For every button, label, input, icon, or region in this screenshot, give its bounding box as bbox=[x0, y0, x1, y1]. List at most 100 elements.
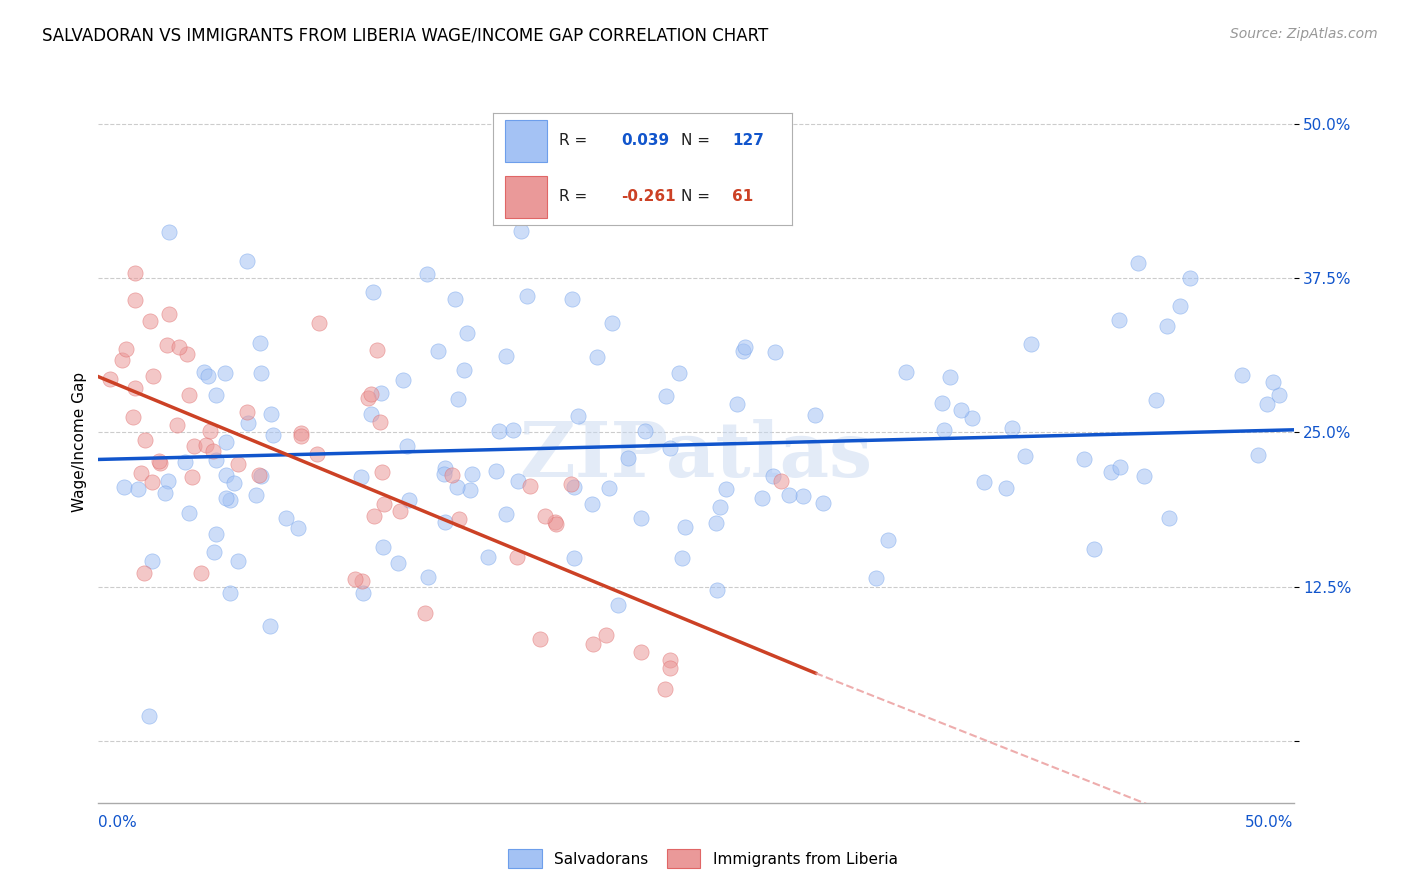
Point bbox=[994, 481, 1017, 495]
Point bbox=[751, 491, 773, 505]
Point bbox=[259, 619, 281, 633]
Point bbox=[228, 554, 250, 568]
Point bbox=[357, 392, 380, 406]
Point bbox=[200, 424, 222, 438]
Point bbox=[180, 470, 202, 484]
Point bbox=[562, 480, 585, 494]
Point bbox=[141, 475, 163, 490]
Point bbox=[370, 386, 392, 401]
Point bbox=[606, 598, 628, 612]
Point bbox=[290, 429, 312, 443]
Point bbox=[179, 506, 201, 520]
Point bbox=[111, 353, 134, 368]
Point bbox=[488, 424, 510, 438]
Point bbox=[427, 344, 450, 359]
Point bbox=[214, 435, 236, 450]
Point bbox=[205, 388, 228, 402]
Point bbox=[100, 371, 122, 385]
Point bbox=[546, 517, 568, 532]
Point bbox=[350, 574, 373, 589]
Point bbox=[600, 316, 623, 330]
Point bbox=[260, 407, 283, 421]
Point bbox=[166, 417, 188, 432]
Point bbox=[714, 482, 737, 496]
Point bbox=[344, 572, 367, 586]
Point bbox=[510, 224, 533, 238]
Point bbox=[204, 545, 226, 559]
Point bbox=[360, 387, 382, 401]
Point bbox=[894, 365, 917, 379]
Point bbox=[447, 512, 470, 526]
Point bbox=[876, 533, 898, 548]
Point bbox=[932, 423, 955, 437]
Point bbox=[1261, 375, 1284, 389]
Point bbox=[931, 396, 953, 410]
Text: Source: ZipAtlas.com: Source: ZipAtlas.com bbox=[1230, 27, 1378, 41]
Point bbox=[218, 586, 240, 600]
Text: 0.0%: 0.0% bbox=[98, 815, 138, 830]
Point bbox=[433, 461, 456, 475]
Point bbox=[132, 566, 155, 580]
Point bbox=[157, 225, 180, 239]
Point bbox=[177, 387, 200, 401]
Point bbox=[461, 467, 484, 482]
Point bbox=[167, 340, 190, 354]
Point bbox=[1157, 511, 1180, 525]
Point bbox=[778, 488, 800, 502]
Point bbox=[477, 549, 499, 564]
Point bbox=[658, 653, 681, 667]
Point bbox=[222, 476, 245, 491]
Point bbox=[202, 443, 225, 458]
Point bbox=[506, 474, 529, 488]
Point bbox=[1230, 368, 1253, 383]
Point bbox=[630, 511, 652, 525]
Point bbox=[516, 289, 538, 303]
Point bbox=[122, 410, 145, 425]
Point bbox=[763, 344, 786, 359]
Point bbox=[595, 628, 617, 642]
Point bbox=[249, 366, 271, 380]
Text: SALVADORAN VS IMMIGRANTS FROM LIBERIA WAGE/INCOME GAP CORRELATION CHART: SALVADORAN VS IMMIGRANTS FROM LIBERIA WA… bbox=[42, 27, 769, 45]
Point bbox=[1019, 336, 1042, 351]
Point bbox=[811, 495, 834, 509]
Point bbox=[630, 645, 652, 659]
Legend: Salvadorans, Immigrants from Liberia: Salvadorans, Immigrants from Liberia bbox=[501, 841, 905, 875]
Point bbox=[174, 455, 197, 469]
Point bbox=[148, 453, 170, 467]
Point bbox=[654, 682, 676, 697]
Point bbox=[567, 409, 589, 423]
Point bbox=[392, 373, 415, 387]
Point bbox=[236, 253, 259, 268]
Point bbox=[1014, 449, 1036, 463]
Point bbox=[706, 516, 728, 530]
Point bbox=[668, 366, 690, 380]
Text: 50.0%: 50.0% bbox=[1246, 815, 1294, 830]
Point bbox=[236, 405, 259, 419]
Point bbox=[519, 479, 541, 493]
Point bbox=[673, 520, 696, 534]
Point bbox=[446, 480, 468, 494]
Point bbox=[659, 661, 682, 675]
Point bbox=[287, 521, 309, 535]
Point bbox=[1256, 397, 1278, 411]
Point bbox=[389, 504, 412, 518]
Point bbox=[581, 497, 603, 511]
Point bbox=[142, 368, 165, 383]
Point bbox=[215, 468, 238, 483]
Point bbox=[733, 343, 755, 358]
Point bbox=[616, 450, 638, 465]
Point bbox=[770, 475, 793, 489]
Point bbox=[205, 453, 228, 467]
Point bbox=[138, 708, 160, 723]
Point bbox=[434, 516, 457, 530]
Point bbox=[226, 457, 249, 471]
Point bbox=[127, 482, 149, 496]
Point bbox=[804, 408, 827, 422]
Point bbox=[396, 439, 419, 453]
Point bbox=[387, 557, 409, 571]
Point bbox=[560, 292, 582, 306]
Point bbox=[441, 468, 464, 483]
Point bbox=[734, 340, 756, 354]
Point bbox=[1132, 469, 1154, 483]
Point bbox=[560, 476, 582, 491]
